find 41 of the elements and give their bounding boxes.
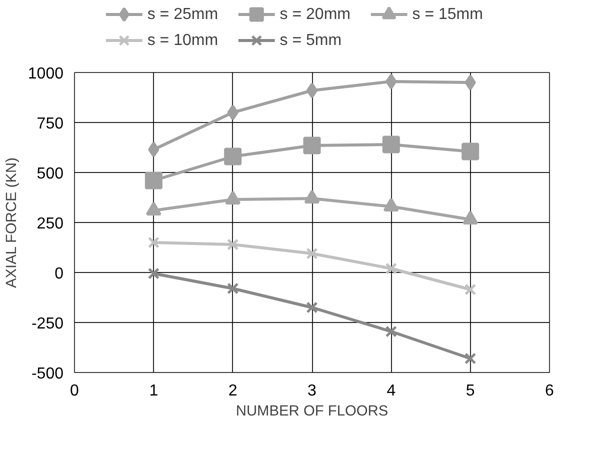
y-tick-label: -500 — [31, 366, 64, 382]
point — [385, 326, 398, 338]
point — [224, 148, 242, 166]
x-tick-label: 3 — [308, 382, 317, 400]
point — [464, 284, 476, 296]
point — [306, 302, 318, 314]
y-tick-label: -250 — [31, 316, 64, 332]
legend-label: s = 15mm — [412, 6, 483, 23]
y-tick-label: 250 — [36, 216, 64, 232]
point — [144, 172, 162, 190]
point — [306, 248, 318, 260]
point — [227, 104, 238, 120]
point — [306, 82, 318, 98]
point — [382, 136, 400, 154]
point — [386, 74, 397, 90]
x-tick-label: 6 — [545, 382, 554, 400]
point — [385, 262, 398, 274]
legend-label: s = 20mm — [280, 6, 350, 23]
x-tick-label: 1 — [149, 382, 158, 400]
point — [303, 136, 321, 154]
x-axis-title: NUMBER OF FLOORS — [236, 404, 388, 420]
y-tick-label: 1000 — [28, 66, 64, 82]
y-axis-title: AXIAL FORCE (KN) — [4, 157, 20, 288]
point — [464, 74, 476, 90]
point — [464, 352, 476, 364]
point — [148, 236, 160, 248]
point — [148, 268, 160, 280]
legend-label: s = 10mm — [147, 32, 218, 49]
x-tick-label: 5 — [466, 382, 475, 400]
x-tick-label: 4 — [386, 382, 396, 400]
y-tick-label: 0 — [54, 266, 64, 282]
y-tick-label: 750 — [36, 116, 64, 132]
point — [462, 142, 480, 160]
x-tick-label: 2 — [228, 382, 238, 400]
legend-label: s = 5mm — [280, 32, 342, 49]
point — [226, 282, 239, 294]
legend-label: s = 25mm — [147, 6, 218, 23]
y-tick-label: 500 — [36, 166, 64, 182]
x-tick-label: 0 — [70, 382, 80, 400]
point — [226, 238, 239, 250]
point — [148, 142, 160, 158]
